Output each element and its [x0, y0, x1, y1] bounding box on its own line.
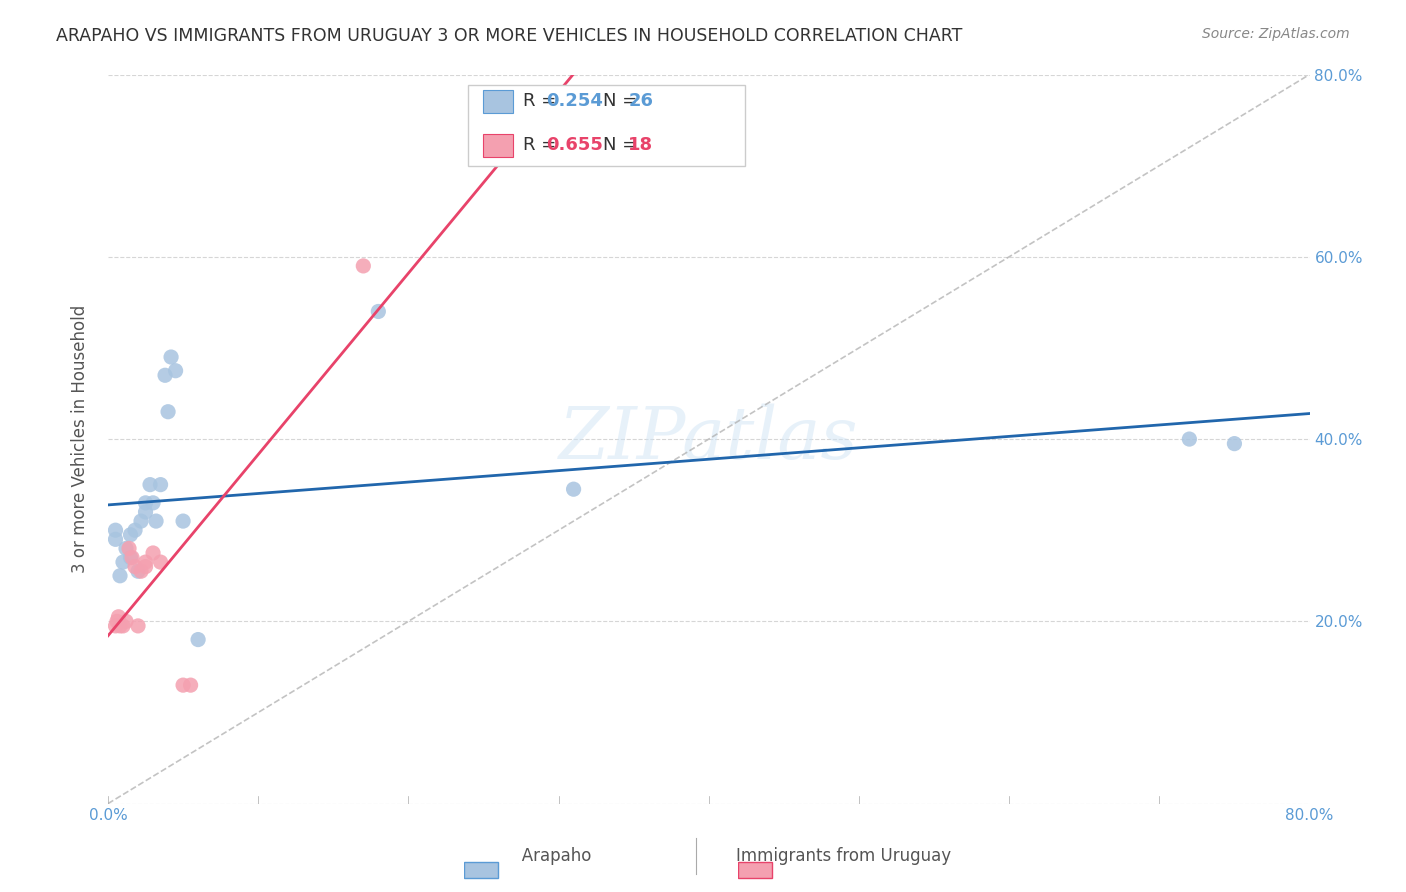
Y-axis label: 3 or more Vehicles in Household: 3 or more Vehicles in Household: [72, 305, 89, 574]
Point: [124, 523, 146, 537]
Point: [115, 541, 138, 556]
Point: [104, 533, 127, 547]
Bar: [482, 134, 513, 157]
Point: [145, 514, 167, 528]
Point: [115, 615, 138, 629]
Point: [135, 555, 157, 569]
Point: [165, 364, 187, 378]
Bar: [464, 862, 498, 878]
Point: [1178, 432, 1201, 446]
Point: [135, 559, 157, 574]
Text: N =: N =: [603, 136, 643, 154]
Point: [157, 405, 180, 419]
Point: [149, 477, 172, 491]
Point: [127, 564, 149, 578]
Point: [108, 568, 131, 582]
Point: [108, 619, 131, 633]
Text: ZIPatlas: ZIPatlas: [560, 404, 859, 475]
Point: [562, 482, 585, 496]
Point: [187, 632, 209, 647]
Point: [139, 477, 162, 491]
Bar: [482, 90, 513, 113]
Point: [352, 259, 374, 273]
Point: [1223, 436, 1246, 450]
Point: [127, 619, 149, 633]
Point: [172, 514, 194, 528]
Point: [142, 496, 165, 510]
FancyBboxPatch shape: [468, 86, 745, 166]
Point: [104, 619, 127, 633]
Bar: [738, 862, 772, 878]
Point: [180, 678, 202, 692]
Point: [142, 546, 165, 560]
Point: [124, 559, 146, 574]
Point: [104, 523, 127, 537]
Point: [135, 505, 157, 519]
Point: [135, 496, 157, 510]
Text: Source: ZipAtlas.com: Source: ZipAtlas.com: [1202, 27, 1350, 41]
Text: Immigrants from Uruguay: Immigrants from Uruguay: [735, 847, 952, 865]
Point: [172, 678, 194, 692]
Text: 0.254: 0.254: [547, 93, 603, 111]
Text: 26: 26: [628, 93, 654, 111]
Point: [107, 609, 129, 624]
Text: 0.655: 0.655: [547, 136, 603, 154]
Point: [111, 619, 134, 633]
Text: N =: N =: [603, 93, 643, 111]
Text: Arapaho: Arapaho: [506, 847, 591, 865]
Point: [118, 541, 141, 556]
Point: [129, 514, 152, 528]
Point: [153, 368, 176, 383]
Point: [149, 555, 172, 569]
Point: [120, 550, 142, 565]
Point: [120, 528, 142, 542]
Text: R =: R =: [523, 136, 561, 154]
Text: ARAPAHO VS IMMIGRANTS FROM URUGUAY 3 OR MORE VEHICLES IN HOUSEHOLD CORRELATION C: ARAPAHO VS IMMIGRANTS FROM URUGUAY 3 OR …: [56, 27, 963, 45]
Point: [129, 564, 152, 578]
Point: [121, 550, 143, 565]
Text: R =: R =: [523, 93, 561, 111]
Point: [367, 304, 389, 318]
Point: [160, 350, 183, 364]
Point: [111, 555, 134, 569]
Point: [105, 615, 128, 629]
Text: 18: 18: [628, 136, 654, 154]
